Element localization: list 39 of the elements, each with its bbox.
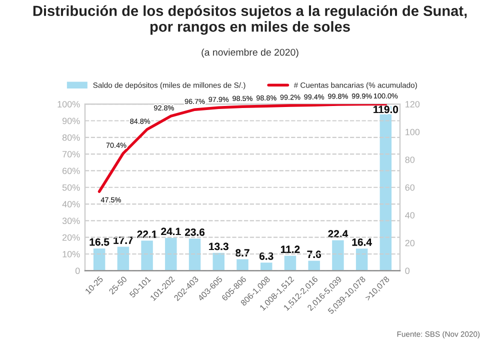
data-label: 24.1	[161, 228, 181, 236]
y-tick-label: 0	[75, 268, 80, 274]
bar	[306, 259, 322, 271]
y-tick-label: 40%	[62, 201, 80, 208]
y-tick-label: 80%	[62, 134, 80, 141]
bar	[354, 247, 370, 271]
y-tick-label: 30%	[62, 218, 80, 224]
bar	[330, 238, 346, 271]
y2-tick-label: 20	[405, 240, 415, 246]
bar	[92, 247, 107, 271]
y-tick-label: 70%	[62, 151, 80, 158]
bar	[235, 258, 250, 271]
y-tick-label: 10%	[62, 250, 80, 258]
bar	[116, 245, 130, 271]
chart-title: Distribución de los depósitos sujetos a la regulación de Sunat, por rangos en miles de soles	[33, 5, 467, 35]
y-tick-label: 90%	[62, 118, 80, 124]
data-label: 13.3	[209, 242, 228, 250]
y2-tick-label: 100	[406, 128, 420, 136]
bar	[140, 239, 154, 271]
bar	[259, 261, 274, 271]
bar	[282, 254, 298, 271]
data-label: 11.2	[281, 246, 300, 253]
y-tick-label: 20%	[62, 234, 80, 241]
y2-tick-label: 0	[405, 268, 410, 274]
y2-tick-label: 60	[405, 184, 415, 191]
y-tick-label: 50%	[62, 184, 80, 191]
bar	[164, 236, 178, 271]
chart-subtitle: (a noviembre de 2020)	[202, 48, 298, 58]
bar	[211, 252, 226, 271]
y-tick-label: 60%	[62, 168, 80, 174]
y2-tick-label: 80	[405, 156, 415, 163]
data-label: 16.5	[90, 238, 110, 246]
y-tick-label: 100%	[58, 101, 80, 108]
data-label: 16.4	[352, 238, 372, 246]
y2-tick-label: 40	[405, 212, 415, 218]
data-label: 23.6	[185, 228, 205, 236]
y2-tick-label: 120	[406, 101, 420, 108]
bar	[188, 237, 202, 271]
data-label: 119.0	[374, 106, 398, 114]
